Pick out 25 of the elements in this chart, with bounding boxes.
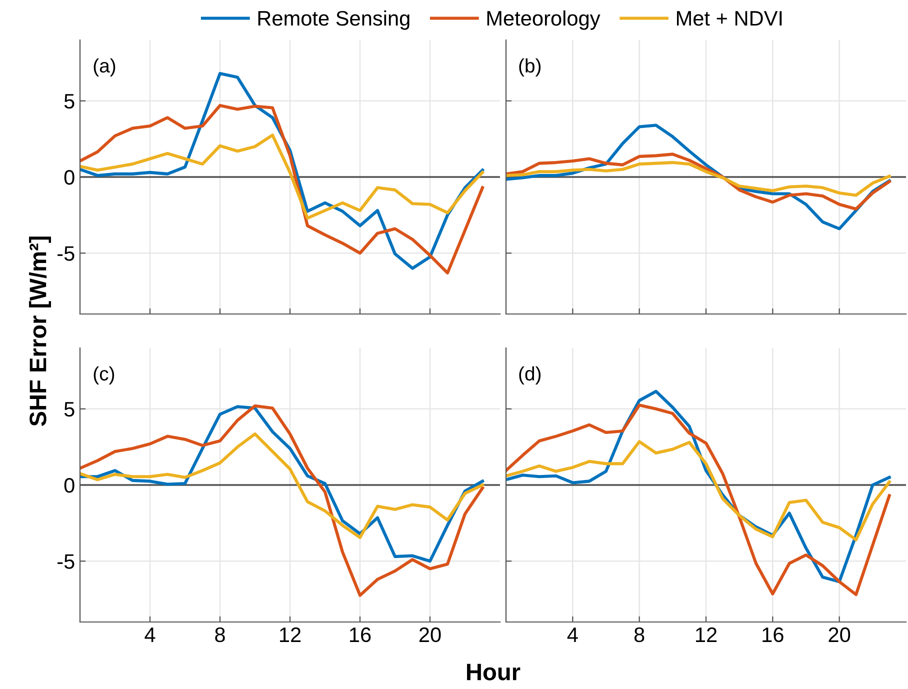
y-tick-label: 5 — [64, 402, 74, 417]
x-tick-label: 8 — [634, 627, 644, 642]
y-axis-title: SHF Error [W/m²] — [28, 236, 52, 426]
x-tick-label: 20 — [828, 627, 850, 642]
x-axis-title: Hour — [467, 664, 520, 680]
x-tick-label: 12 — [280, 627, 301, 642]
y-tick-label: -5 — [58, 554, 74, 569]
x-tick-label: 16 — [762, 627, 784, 642]
x-tick-label: 4 — [567, 628, 578, 642]
y-tick-label: 5 — [64, 94, 74, 109]
y-tick-label: 0 — [64, 478, 74, 493]
annotation: (a) — [94, 58, 116, 76]
legend-label: Met + NDVI — [676, 11, 782, 26]
x-tick-label: 20 — [419, 627, 441, 642]
y-tick-label: 0 — [64, 170, 74, 185]
annotation: (d) — [519, 366, 541, 384]
legend-label: Remote Sensing — [258, 10, 410, 30]
x-tick-label: 12 — [696, 627, 717, 642]
x-tick-label: 16 — [350, 627, 371, 642]
annotation: (b) — [519, 58, 541, 76]
annotation: (c) — [94, 366, 114, 384]
y-tick-label: -5 — [58, 246, 74, 261]
legend-label: Meteorology — [487, 10, 600, 30]
x-tick-label: 8 — [215, 627, 225, 642]
x-tick-label: 4 — [144, 628, 156, 642]
